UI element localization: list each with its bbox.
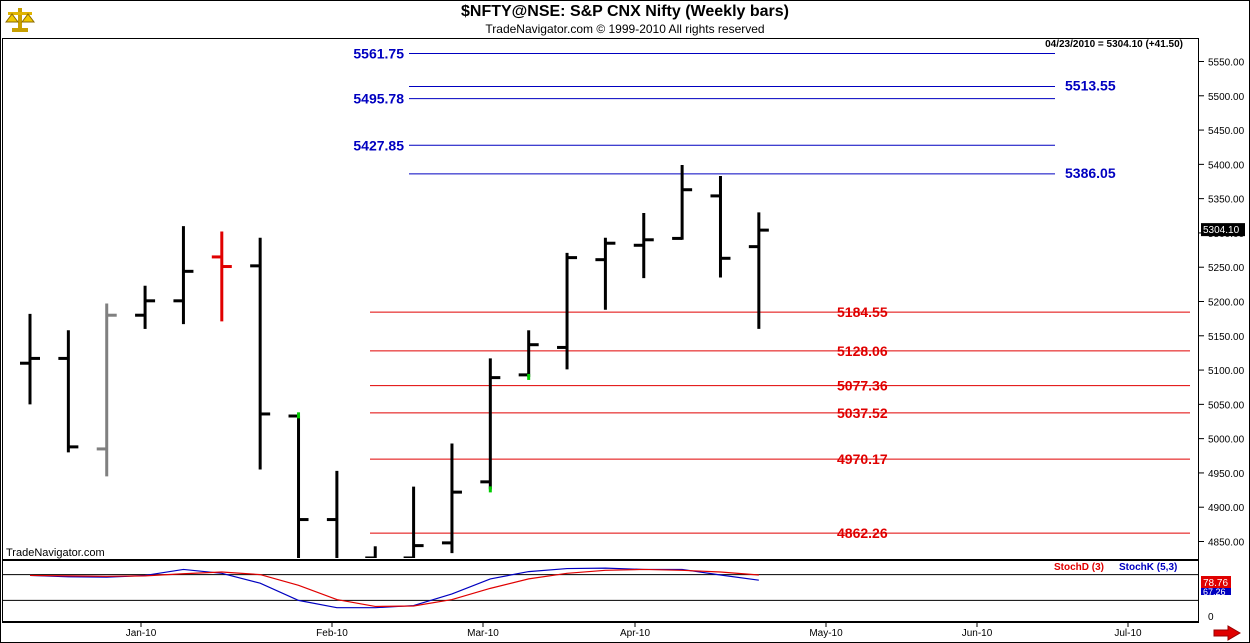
y-tick-label: 5150.00 [1208, 332, 1245, 343]
last-price-box [1201, 223, 1245, 237]
watermark: TradeNavigator.com [6, 547, 105, 559]
y-tick-label: 5200.00 [1208, 298, 1245, 309]
scroll-right-arrow-icon[interactable] [1212, 625, 1242, 641]
ohlc-bars [20, 165, 769, 558]
y-tick-label: 5250.00 [1208, 263, 1245, 274]
y-tick-label: 5400.00 [1208, 160, 1245, 171]
y-tick-label: 4850.00 [1208, 538, 1245, 549]
chart-subtitle: TradeNavigator.com © 1999-2010 All right… [485, 22, 765, 36]
stoch-k-value-box [1201, 588, 1231, 595]
fib-level-label-blue: 5427.85 [353, 137, 404, 153]
fib-level-label-red: 5184.55 [837, 304, 888, 320]
y-tick-label: 5500.00 [1208, 92, 1245, 103]
x-tick-label: Jan-10 [126, 628, 157, 639]
date-axis: Jan-10 Feb-10 Mar-10 Apr-10 May-10 Jun-10 Jul-… [126, 622, 1142, 639]
y-tick-label: 5100.00 [1208, 366, 1245, 377]
price-axis: 5550.005500.005450.005400.005350.005300.… [1199, 58, 1245, 549]
chart-title: $NFTY@NSE: S&P CNX Nifty (Weekly bars) [461, 3, 789, 20]
y-tick-label: 5450.00 [1208, 126, 1245, 137]
stoch-k-value: 67.26 [1203, 587, 1226, 597]
y-tick-label: 5550.00 [1208, 58, 1245, 69]
fib-level-label-red: 4862.26 [837, 525, 888, 541]
fib-level-label-red: 5128.06 [837, 343, 888, 359]
fib-level-label-blue: 5561.75 [353, 45, 404, 61]
x-tick-label: Feb-10 [316, 628, 348, 639]
price-panel [2, 38, 1199, 560]
y-tick-label: 4900.00 [1208, 503, 1245, 514]
y-tick-label: 5350.00 [1208, 195, 1245, 206]
fib-level-label-blue: 5495.78 [353, 91, 404, 107]
stoch-d-value-box [1201, 576, 1231, 588]
stoch-d-value: 78.76 [1203, 578, 1228, 589]
y-tick-label: 4950.00 [1208, 469, 1245, 480]
scales-logo-icon [5, 8, 35, 32]
stoch-k-legend: StochK (5,3) [1119, 562, 1177, 573]
x-tick-label: May-10 [809, 628, 843, 639]
stoch-d-legend: StochD (3) [1054, 562, 1104, 573]
x-tick-label: Jul-10 [1114, 628, 1142, 639]
stochastic-panel [2, 560, 1199, 622]
stoch-d-line [29, 568, 759, 608]
x-tick-label: Apr-10 [620, 628, 650, 639]
x-tick-label: Jun-10 [962, 628, 993, 639]
stoch-axis-label: 0 [1208, 612, 1214, 623]
fib-level-label-red: 5077.36 [837, 378, 888, 394]
y-tick-label: 5050.00 [1208, 400, 1245, 411]
fib-level-label-red: 4970.17 [837, 451, 888, 467]
stoch-k-line [29, 567, 759, 609]
x-tick-label: Mar-10 [467, 628, 499, 639]
last-bar-info: 04/23/2010 = 5304.10 (+41.50) [1045, 39, 1183, 50]
fib-level-label-blue: 5513.55 [1065, 77, 1116, 93]
last-price-label: 5304.10 [1203, 225, 1240, 236]
fib-level-label-blue: 5386.05 [1065, 165, 1116, 181]
y-tick-label: 5000.00 [1208, 435, 1245, 446]
fib-level-label-red: 5037.52 [837, 405, 888, 421]
price-levels: 5561.75 5513.55 5495.78 5427.85 5386.05 5184.… [353, 45, 1190, 541]
